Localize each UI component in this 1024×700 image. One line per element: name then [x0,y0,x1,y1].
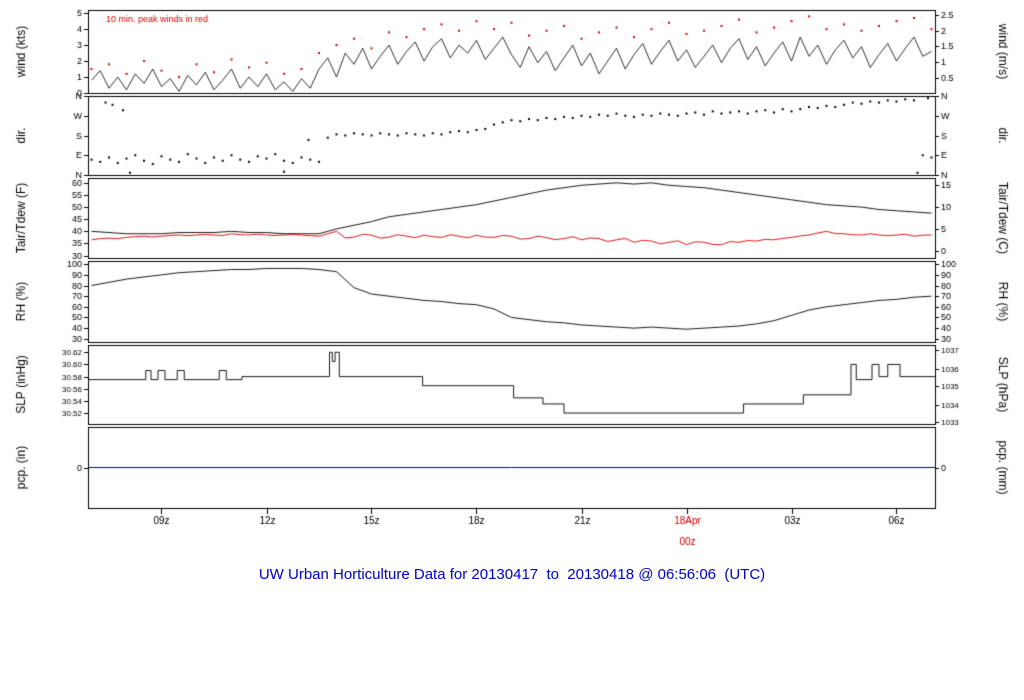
meteogram-canvas [0,0,1024,600]
chart-title: UW Urban Horticulture Data for 20130417 … [258,566,766,583]
